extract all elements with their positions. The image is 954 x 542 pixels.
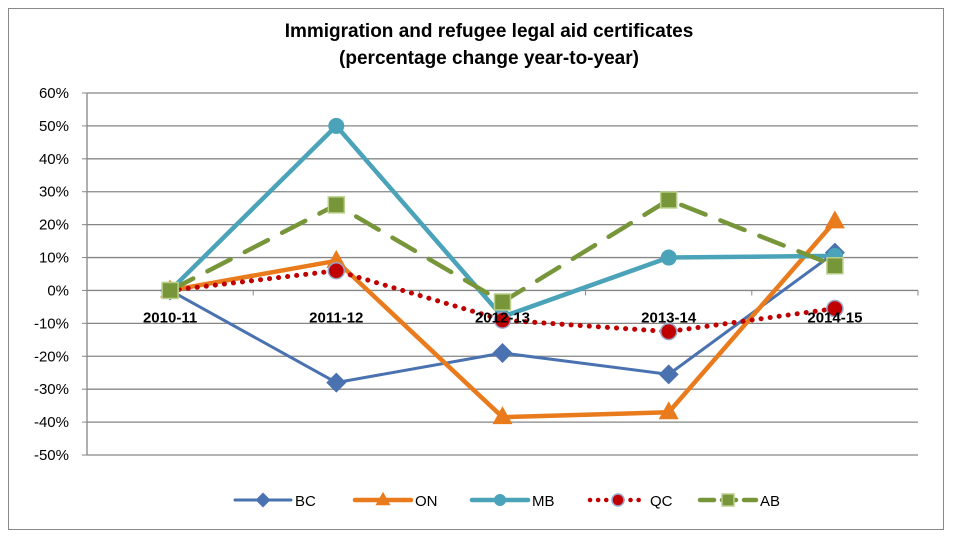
data-point-bc xyxy=(492,342,513,363)
data-point-qc xyxy=(659,322,678,341)
data-point-on xyxy=(492,406,513,425)
data-point-ab xyxy=(493,293,512,311)
legend-marker xyxy=(375,491,391,506)
data-point-bc xyxy=(658,364,679,385)
chart-title-line: Immigration and refugee legal aid certif… xyxy=(285,21,694,42)
data-point-ab xyxy=(161,281,179,300)
y-tick-label: 0% xyxy=(47,282,69,299)
legend-label: BC xyxy=(295,493,316,510)
series-line-ab xyxy=(167,197,838,305)
legend-marker xyxy=(255,492,271,508)
data-point-qc xyxy=(826,299,844,318)
y-tick-label: 20% xyxy=(39,217,69,234)
legend-item-on: ON xyxy=(352,493,438,510)
chart-frame xyxy=(8,8,944,530)
legend-marker xyxy=(721,493,735,507)
data-point-qc xyxy=(493,311,512,329)
data-point-qc xyxy=(327,261,346,280)
y-tick-label: 40% xyxy=(39,151,69,168)
y-tick-label: -10% xyxy=(34,315,69,332)
legend-marker xyxy=(494,494,506,506)
data-point-mb xyxy=(328,117,345,134)
legend-label: AB xyxy=(760,493,780,510)
x-category-label: 2010-11 xyxy=(143,309,197,326)
x-category-label: 2013-14 xyxy=(641,309,697,326)
legend-item-bc: BC xyxy=(233,493,316,510)
y-tick-label: -50% xyxy=(34,447,69,464)
data-point-on xyxy=(658,401,679,420)
legend-item-qc: QC xyxy=(587,493,673,510)
y-tick-label: -40% xyxy=(34,414,69,431)
x-category-label: 2014-15 xyxy=(807,309,862,326)
legend-item-ab: AB xyxy=(697,493,780,510)
legend-label: ON xyxy=(415,493,438,510)
data-point-ab xyxy=(826,257,844,275)
data-point-ab xyxy=(327,196,346,214)
y-tick-label: -30% xyxy=(34,381,69,398)
series-line-mb xyxy=(167,123,838,320)
y-tick-label: -20% xyxy=(34,348,69,365)
y-tick-label: 50% xyxy=(39,118,69,135)
legend-marker xyxy=(611,493,625,507)
legend-label: MB xyxy=(532,493,555,510)
y-tick-label: 30% xyxy=(39,184,69,201)
data-point-mb xyxy=(660,249,677,266)
data-point-on xyxy=(326,249,347,268)
y-tick-label: 60% xyxy=(39,85,69,102)
legend-item-mb: MB xyxy=(469,493,555,510)
series-line-qc xyxy=(167,268,838,335)
chart-title-line: (percentage change year-to-year) xyxy=(339,48,639,69)
data-point-on xyxy=(824,210,845,229)
y-tick-label: 10% xyxy=(39,250,69,267)
x-category-label: 2012-13 xyxy=(475,309,530,326)
legend-label: QC xyxy=(650,493,673,510)
data-point-ab xyxy=(659,191,678,209)
x-category-label: 2011-12 xyxy=(309,309,363,326)
data-point-bc xyxy=(326,372,347,393)
